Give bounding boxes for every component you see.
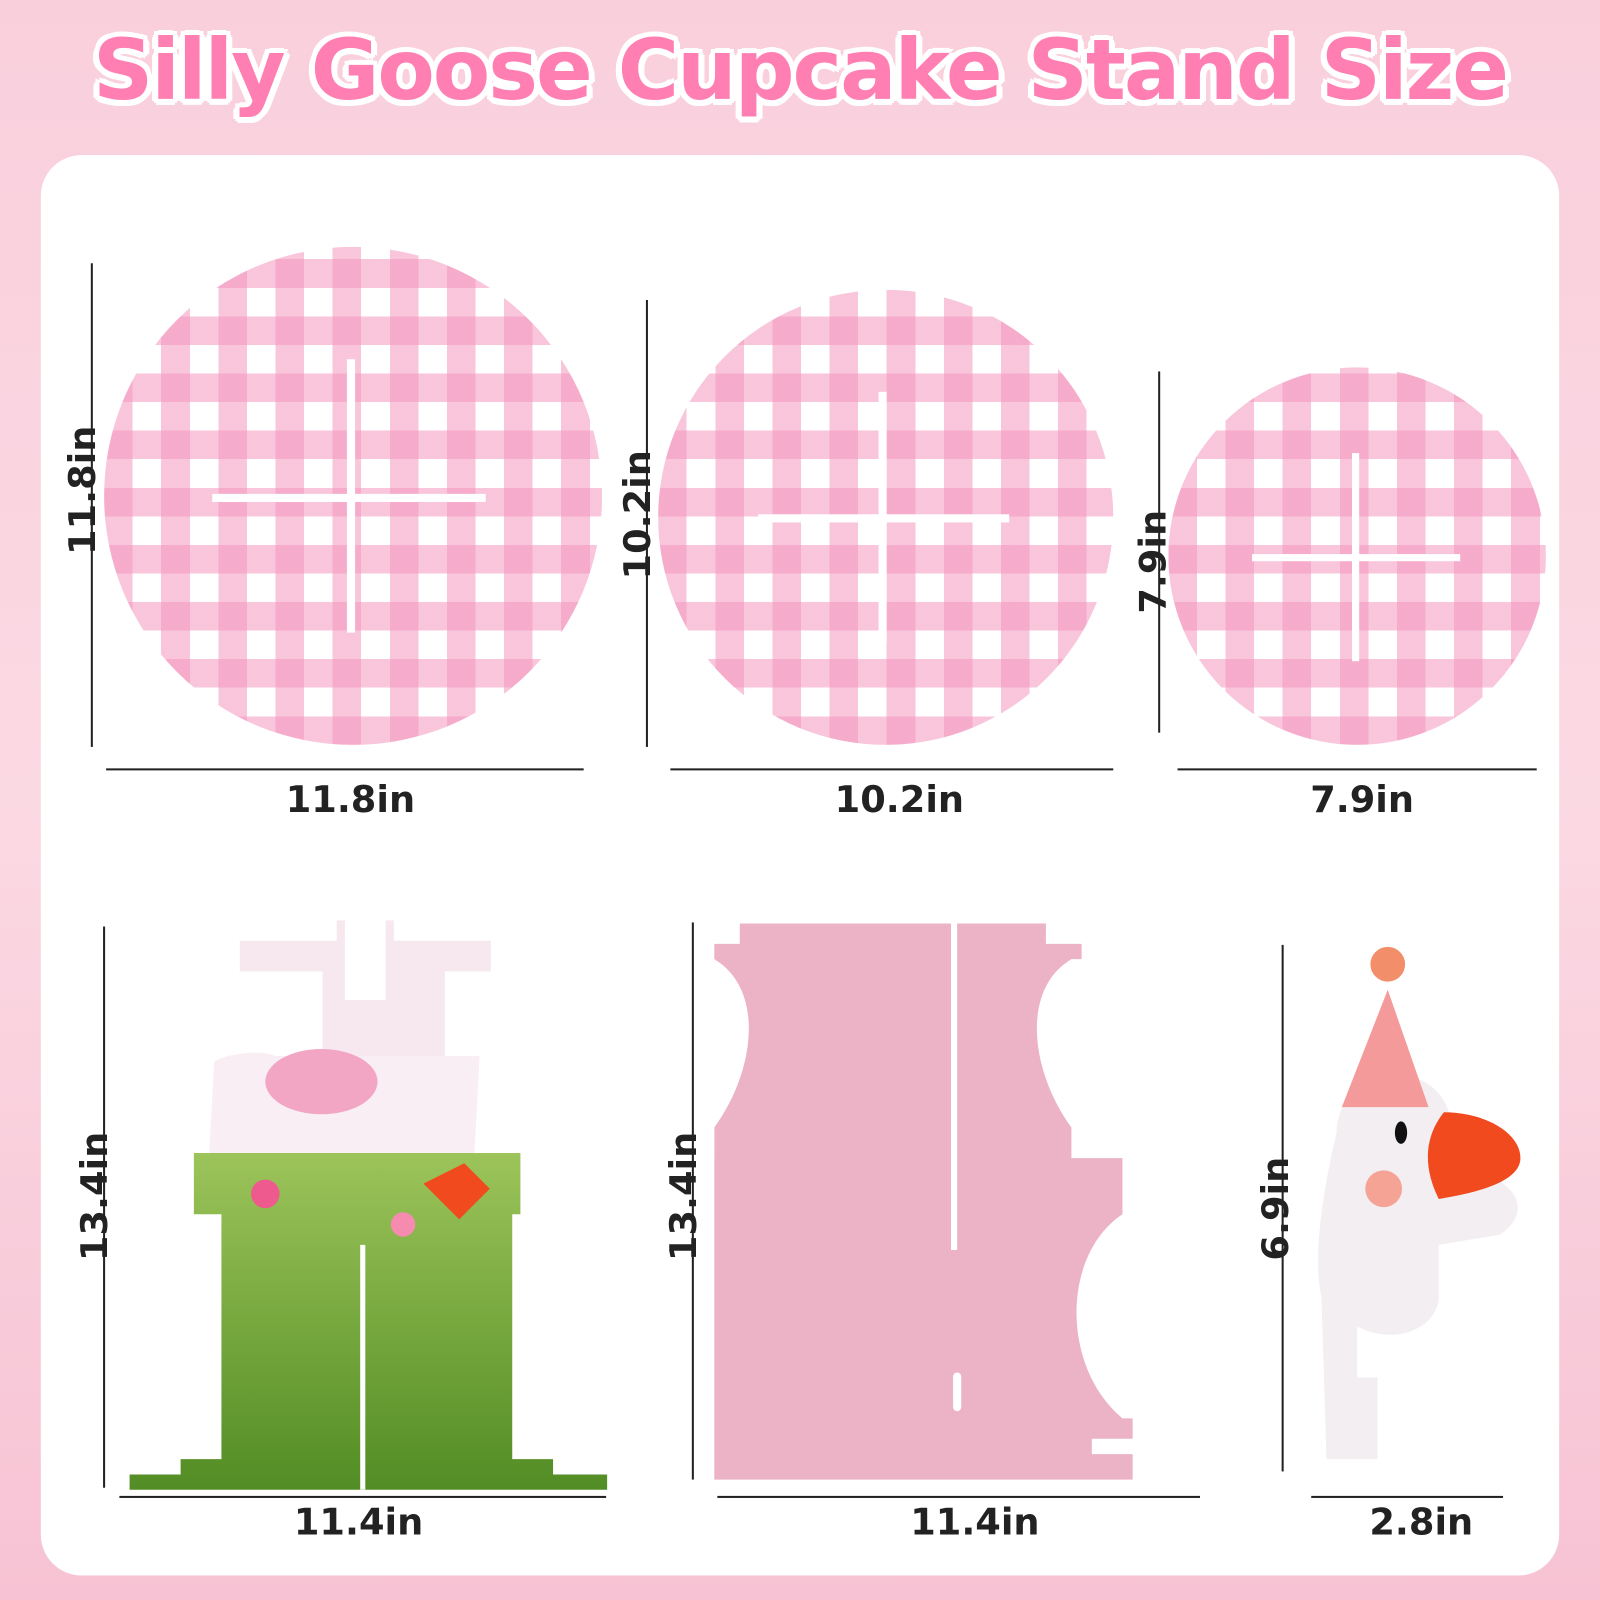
large-plate xyxy=(104,246,603,745)
width-arrow xyxy=(106,768,584,771)
width-arrow xyxy=(119,1495,607,1498)
pink-support xyxy=(714,923,1133,1480)
large-plate-height: 11.8in xyxy=(62,425,104,555)
width-arrow xyxy=(1311,1495,1504,1498)
height-arrow xyxy=(645,299,648,747)
goose-topper-width: 2.8in xyxy=(1369,1502,1474,1544)
small-plate xyxy=(1168,367,1546,745)
medium-plate xyxy=(658,289,1114,745)
large-plate-width: 11.8in xyxy=(285,779,416,822)
grass-support xyxy=(129,920,608,1490)
page-title: Silly Goose Cupcake Stand Size xyxy=(92,22,1509,120)
height-arrow xyxy=(1281,944,1284,1472)
height-arrow xyxy=(90,263,93,747)
pink-support-height: 13.4in xyxy=(663,1131,705,1262)
medium-plate-height: 10.2in xyxy=(617,450,660,580)
width-arrow xyxy=(670,768,1114,771)
pink-support-width: 11.4in xyxy=(910,1502,1040,1544)
width-arrow xyxy=(717,1495,1200,1498)
height-arrow xyxy=(1158,371,1161,733)
grass-support-width: 11.4in xyxy=(293,1502,424,1544)
height-arrow xyxy=(103,926,106,1488)
small-plate-height: 7.9in xyxy=(1133,509,1175,614)
small-plate-width: 7.9in xyxy=(1310,779,1415,822)
width-arrow xyxy=(1177,768,1537,771)
medium-plate-width: 10.2in xyxy=(834,779,965,822)
height-arrow xyxy=(691,922,694,1480)
goose-topper xyxy=(1318,940,1521,1460)
goose-topper-height: 6.9in xyxy=(1255,1156,1298,1261)
grass-support-height: 13.4in xyxy=(74,1131,117,1262)
